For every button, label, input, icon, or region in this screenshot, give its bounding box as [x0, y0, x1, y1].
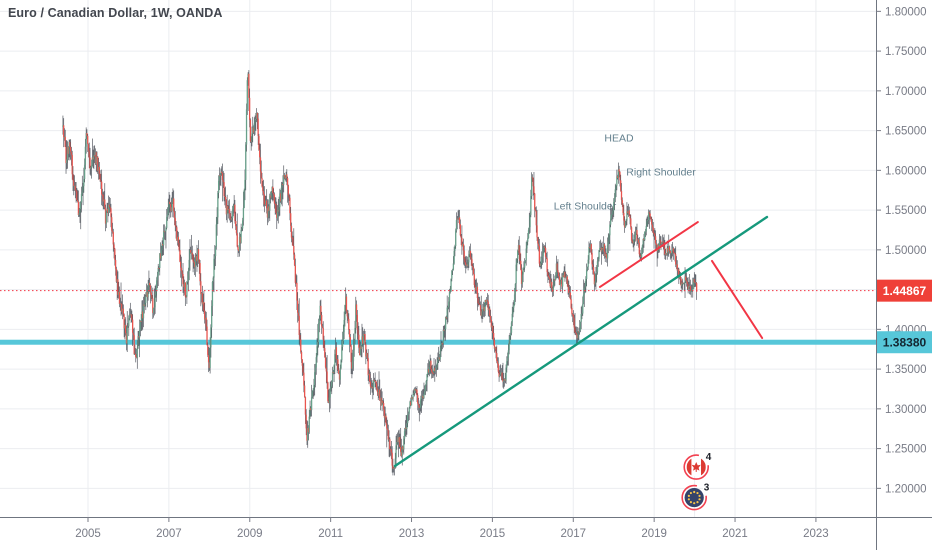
svg-text:Left Shoulder: Left Shoulder: [554, 201, 617, 213]
trendline-primary-uptrend[interactable]: [393, 215, 769, 468]
candlestick-series[interactable]: [62, 70, 698, 476]
svg-text:4: 4: [706, 452, 712, 463]
svg-text:Right Shoulder: Right Shoulder: [626, 167, 696, 179]
support-price-badge[interactable]: 1.38380: [877, 331, 932, 354]
svg-text:1.25000: 1.25000: [885, 444, 927, 456]
eu-star-dot: [687, 498, 690, 501]
trendline-neckline-resistance[interactable]: [598, 221, 699, 288]
svg-text:1.20000: 1.20000: [885, 483, 927, 495]
svg-text:3: 3: [704, 483, 710, 494]
eu-star-dot: [689, 491, 693, 495]
eu-star-dot: [698, 498, 701, 501]
trendline-projected-breakdown[interactable]: [710, 259, 764, 340]
pattern-labels[interactable]: HEAD Right Shoulder Left Shoulder: [554, 132, 696, 212]
svg-text:1.50000: 1.50000: [885, 245, 927, 257]
eu-star-dot: [689, 501, 693, 504]
svg-text:1.55000: 1.55000: [885, 205, 927, 217]
price-axis[interactable]: 1.80000 1.75000 1.70000 1.65000 1.60000 1.550…: [876, 6, 927, 495]
gridlines: [0, 0, 876, 517]
svg-text:2007: 2007: [156, 528, 182, 540]
eu-star-dot: [693, 502, 696, 505]
svg-text:1.65000: 1.65000: [885, 126, 927, 138]
eu-event-marker[interactable]: 3: [681, 482, 711, 511]
svg-text:1.30000: 1.30000: [885, 404, 927, 416]
svg-text:2015: 2015: [480, 528, 506, 540]
svg-text:1.70000: 1.70000: [885, 86, 927, 98]
current-price-badge[interactable]: 1.44867: [877, 279, 932, 302]
symbol-title[interactable]: Euro / Canadian Dollar, 1W, OANDA: [8, 6, 223, 20]
svg-text:1.80000: 1.80000: [885, 6, 927, 18]
eu-star-dot: [696, 491, 699, 495]
time-axis[interactable]: 2005 2007 2009 2011 2013 2015 2017 2019 2021 2023: [75, 517, 829, 540]
svg-text:1.38380: 1.38380: [883, 336, 927, 350]
canada-event-marker[interactable]: 4: [683, 451, 713, 480]
maple-leaf-icon: [691, 462, 701, 471]
svg-text:2005: 2005: [75, 528, 101, 540]
svg-text:2021: 2021: [722, 528, 748, 540]
svg-text:2017: 2017: [560, 528, 586, 540]
eu-star-dot: [687, 494, 690, 497]
eu-star-dot: [698, 494, 701, 497]
svg-text:1.44867: 1.44867: [883, 284, 927, 298]
svg-text:2009: 2009: [237, 528, 263, 540]
svg-text:1.35000: 1.35000: [885, 364, 927, 376]
svg-text:2013: 2013: [399, 528, 425, 540]
eu-star-dot: [693, 490, 696, 494]
eu-star-dot: [696, 501, 699, 504]
support-band[interactable]: [0, 339, 876, 345]
svg-text:2023: 2023: [803, 528, 829, 540]
svg-text:2019: 2019: [641, 528, 667, 540]
svg-text:1.75000: 1.75000: [885, 46, 927, 58]
svg-text:HEAD: HEAD: [604, 132, 634, 144]
svg-text:1.60000: 1.60000: [885, 165, 927, 177]
svg-text:2011: 2011: [318, 528, 343, 540]
